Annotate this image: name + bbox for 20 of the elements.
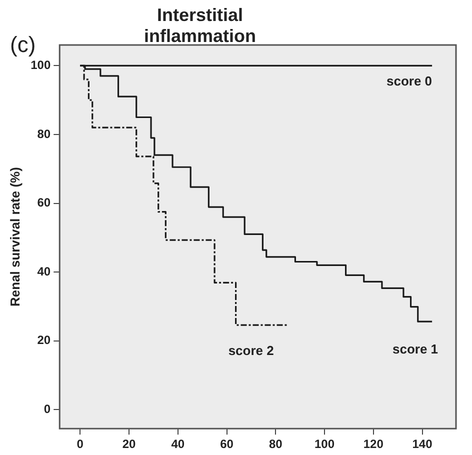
series-label: score 2 xyxy=(228,343,274,358)
x-tick-label: 100 xyxy=(314,437,335,452)
y-tick-label: 60 xyxy=(37,196,51,210)
y-tick-label: 20 xyxy=(37,333,51,348)
x-tick-label: 20 xyxy=(122,437,136,452)
y-tick-label: 40 xyxy=(37,264,51,278)
series-label: score 1 xyxy=(392,342,438,357)
chart-title: Interstitial inflammation xyxy=(144,5,256,46)
x-tick-label: 0 xyxy=(76,437,84,452)
x-tick-label: 40 xyxy=(171,437,185,452)
y-tick-label: 100 xyxy=(30,58,51,72)
y-tick-label: 0 xyxy=(44,402,51,416)
series-label: score 0 xyxy=(386,74,432,89)
x-tick-label: 60 xyxy=(220,437,234,452)
text: (c) xyxy=(10,32,36,57)
y-axis-title: Renal survival rate (%) xyxy=(7,167,22,307)
y-tick-label: 80 xyxy=(37,126,51,141)
x-tick-label: 80 xyxy=(268,437,283,452)
x-tick-label: 120 xyxy=(363,437,384,452)
x-tick-label: 140 xyxy=(412,437,433,452)
